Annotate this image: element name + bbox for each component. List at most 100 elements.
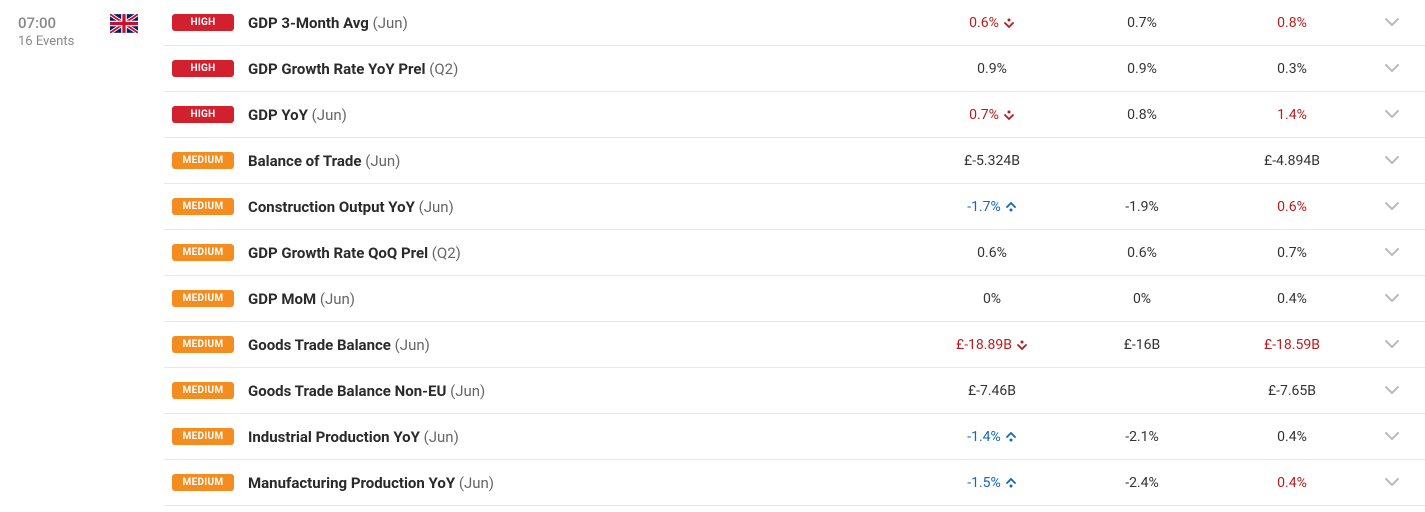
event-name: Manufacturing Production YoY (Jun) [248,474,917,492]
event-title: GDP MoM [248,290,316,308]
chevron-down-icon [1385,432,1399,441]
event-row[interactable]: MEDIUMGoods Trade Balance (Jun)£-18.89B£… [164,322,1425,368]
expand-toggle[interactable] [1367,199,1417,215]
importance-badge: HIGH [172,60,234,77]
event-row[interactable]: MEDIUM GDP Growth Rate QoQ Prel (Q2)0.6% 0… [164,230,1425,276]
previous-value: 0.4% [1217,475,1367,491]
event-period: (Jun) [450,382,485,400]
expand-toggle[interactable] [1367,15,1417,31]
event-period: (Jun) [312,106,347,124]
event-name: GDP 3-Month Avg (Jun) [248,14,917,32]
importance-badge: HIGH [172,106,234,123]
expand-toggle[interactable] [1367,61,1417,77]
event-period: (Jun) [395,336,430,354]
event-period: (Q2) [432,244,461,262]
event-name: GDP YoY (Jun) [248,106,917,124]
actual-value: -1.4% [917,429,1067,445]
actual-value: 0% [917,291,1067,307]
importance-badge: MEDIUM [172,336,234,353]
forecast-value: 0.7% [1067,15,1217,31]
actual-value: 0.9% [917,61,1067,77]
previous-value: 0.4% [1217,291,1367,307]
expand-toggle[interactable] [1367,245,1417,261]
forecast-value: £-16B [1067,337,1217,353]
flag-column [110,0,164,506]
previous-value: 0.7% [1217,245,1367,261]
event-row[interactable]: HIGHGDP 3-Month Avg (Jun)0.6%0.7%0.8% [164,0,1425,46]
chevron-down-icon [1385,64,1399,73]
previous-value: £-7.65B [1217,383,1367,399]
expand-toggle[interactable] [1367,291,1417,307]
events-count: 16 Events [18,34,110,49]
forecast-value: -2.1% [1067,429,1217,445]
chevron-down-icon [1385,110,1399,119]
actual-value: £-18.89B [917,337,1067,353]
chevron-down-icon [1385,478,1399,487]
importance-badge: MEDIUM [172,382,234,399]
chevron-down-icon [1385,18,1399,27]
event-row[interactable]: HIGHGDP Growth Rate YoY Prel (Q2)0.9%0.9… [164,46,1425,92]
previous-value: 1.4% [1217,107,1367,123]
chevron-down-icon [1385,386,1399,395]
event-name: Goods Trade Balance (Jun) [248,336,917,354]
event-title: Industrial Production YoY [248,428,420,446]
actual-value: 0.7% [917,107,1067,123]
event-title: Goods Trade Balance [248,336,391,354]
event-row[interactable]: MEDIUM Goods Trade Balance Non-EU (Jun) £-… [164,368,1425,414]
actual-value: 0.6% [917,245,1067,261]
forecast-value: 0.9% [1067,61,1217,77]
importance-badge: MEDIUM [172,290,234,307]
importance-badge: MEDIUM [172,152,234,169]
actual-value: -1.7% [917,199,1067,215]
expand-toggle[interactable] [1367,153,1417,169]
event-title: GDP Growth Rate YoY Prel [248,60,425,78]
calendar-container: 07:00 16 Events HIGHGDP 3-Month Avg (Jun… [0,0,1425,506]
event-row[interactable]: MEDIUM Manufacturing Production YoY (Jun)… [164,460,1425,506]
chevron-down-icon [1385,340,1399,349]
event-name: Construction Output YoY (Jun) [248,198,917,216]
forecast-value: -2.4% [1067,475,1217,491]
event-row[interactable]: MEDIUM Construction Output YoY (Jun)-1.7%… [164,184,1425,230]
event-period: (Jun) [424,428,459,446]
event-name: GDP Growth Rate QoQ Prel (Q2) [248,244,917,262]
forecast-value: -1.9% [1067,199,1217,215]
previous-value: £-4.894B [1217,153,1367,169]
event-row[interactable]: MEDIUMGDP MoM (Jun)0%0%0.4% [164,276,1425,322]
importance-badge: MEDIUM [172,428,234,445]
previous-value: 0.8% [1217,15,1367,31]
chevron-down-icon [1385,248,1399,257]
previous-value: 0.6% [1217,199,1367,215]
uk-flag-icon [110,14,138,33]
events-list: HIGHGDP 3-Month Avg (Jun)0.6%0.7%0.8%HIG… [164,0,1425,506]
actual-value: £-5.324B [917,153,1067,169]
actual-value: -1.5% [917,475,1067,491]
importance-badge: MEDIUM [172,198,234,215]
expand-toggle[interactable] [1367,429,1417,445]
event-name: GDP Growth Rate YoY Prel (Q2) [248,60,917,78]
forecast-value: 0% [1067,291,1217,307]
event-row[interactable]: MEDIUM Industrial Production YoY (Jun) -1.… [164,414,1425,460]
importance-badge: MEDIUM [172,244,234,261]
event-title: GDP 3-Month Avg [248,14,369,32]
chevron-down-icon [1385,202,1399,211]
expand-toggle[interactable] [1367,337,1417,353]
event-title: Balance of Trade [248,152,361,170]
forecast-value: 0.8% [1067,107,1217,123]
event-period: (Jun) [320,290,355,308]
chevron-down-icon [1385,294,1399,303]
expand-toggle[interactable] [1367,107,1417,123]
event-title: Manufacturing Production YoY [248,474,455,492]
previous-value: £-18.59B [1217,337,1367,353]
event-title: Goods Trade Balance Non-EU [248,382,446,400]
event-name: Balance of Trade (Jun) [248,152,917,170]
event-row[interactable]: MEDIUM Balance of Trade (Jun)£-5.324B £-4.… [164,138,1425,184]
event-row[interactable]: HIGHGDP YoY (Jun)0.7%0.8%1.4% [164,92,1425,138]
importance-badge: MEDIUM [172,474,234,491]
event-period: (Jun) [419,198,454,216]
chevron-down-icon [1385,156,1399,165]
expand-toggle[interactable] [1367,383,1417,399]
expand-toggle[interactable] [1367,475,1417,491]
actual-value: 0.6% [917,15,1067,31]
event-title: GDP YoY [248,106,308,124]
time-column: 07:00 16 Events [0,0,110,506]
